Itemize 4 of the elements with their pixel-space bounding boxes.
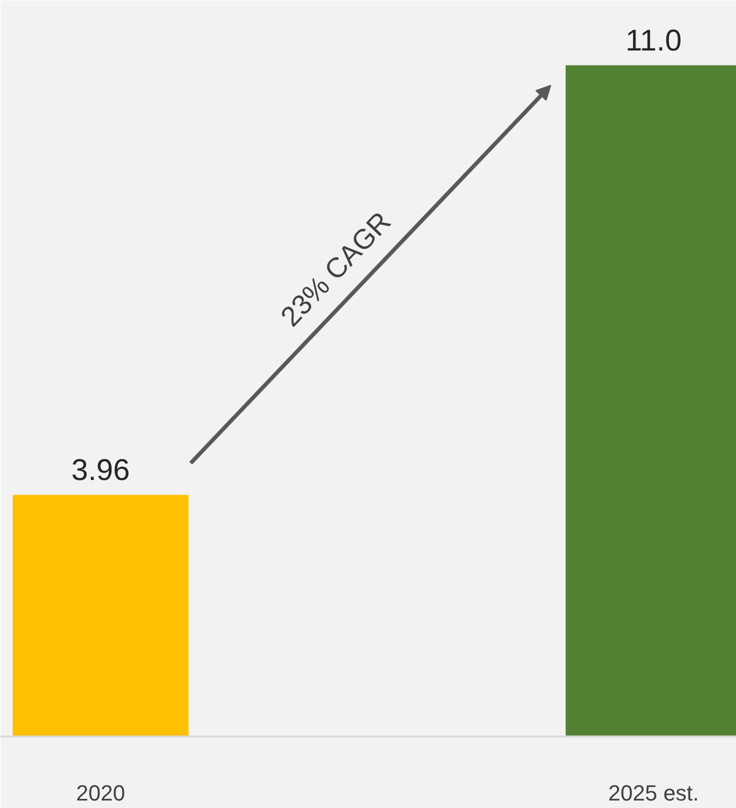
x-tick-label: 2025 est. [608,780,699,806]
data-label: 3.96 [71,454,130,488]
x-tick-label: 2020 [76,780,126,806]
data-label: 11.0 [625,24,682,58]
